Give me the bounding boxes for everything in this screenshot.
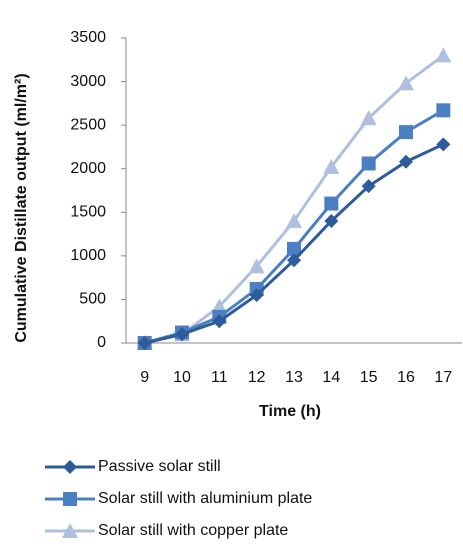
marker <box>436 137 451 152</box>
x-tick-label: 16 <box>397 369 415 386</box>
marker <box>399 125 413 140</box>
x-tick-label: 17 <box>434 369 452 386</box>
x-tick-label: 11 <box>211 369 228 386</box>
marker <box>360 110 377 126</box>
x-axis-label: Time (h) <box>259 403 321 420</box>
marker <box>436 103 451 118</box>
y-tick-label: 2500 <box>70 116 106 133</box>
marker <box>63 492 77 506</box>
marker <box>361 156 376 171</box>
x-tick-label: 13 <box>285 369 303 386</box>
marker <box>361 179 376 194</box>
x-tick-label: 15 <box>360 369 378 386</box>
legend-label: Solar still with copper plate <box>98 522 288 539</box>
marker <box>63 460 77 474</box>
y-tick-label: 0 <box>97 334 106 351</box>
y-tick-label: 1500 <box>70 204 106 221</box>
y-tick-label: 3500 <box>70 29 106 46</box>
marker <box>248 258 265 274</box>
series-line <box>144 54 445 345</box>
y-axis-label: Cumulative Distillate output (ml/m²) <box>13 73 30 342</box>
legend-label: Solar still with aluminium plate <box>98 490 312 507</box>
x-tick-label: 14 <box>322 369 340 386</box>
marker <box>435 47 452 63</box>
marker <box>286 213 302 228</box>
marker <box>287 241 301 256</box>
x-tick-label: 12 <box>248 369 266 386</box>
marker <box>211 298 228 314</box>
marker <box>399 154 413 169</box>
marker <box>324 196 339 211</box>
marker <box>175 327 189 342</box>
x-tick-label: 9 <box>140 369 149 386</box>
y-tick-label: 1000 <box>70 247 106 264</box>
y-tick-label: 500 <box>79 291 106 308</box>
marker <box>398 75 414 91</box>
marker <box>324 214 339 228</box>
x-tick-label: 10 <box>173 369 191 386</box>
marker <box>62 523 78 538</box>
legend-label: Passive solar still <box>98 458 221 475</box>
y-tick-label: 2000 <box>70 160 106 177</box>
marker <box>249 288 264 303</box>
marker <box>287 253 301 268</box>
marker <box>323 158 340 174</box>
y-tick-label: 3000 <box>70 73 106 90</box>
marker <box>137 336 152 350</box>
marker <box>212 314 227 329</box>
